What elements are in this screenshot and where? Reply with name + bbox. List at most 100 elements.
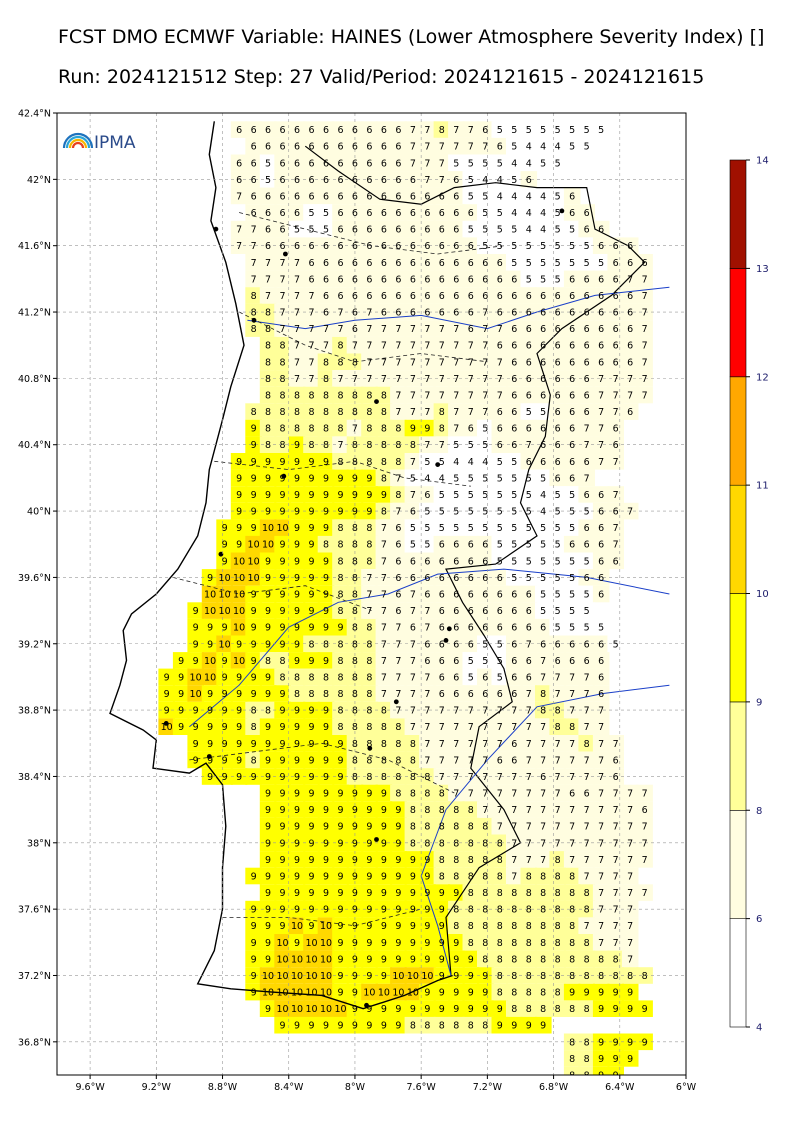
grid-cell xyxy=(317,834,335,852)
grid-cell xyxy=(288,187,306,205)
cell-value: 9 xyxy=(279,805,285,816)
cell-value: 6 xyxy=(337,175,343,186)
grid-cell xyxy=(592,983,610,1001)
colorbar-segment xyxy=(729,918,747,1028)
cell-value: 9 xyxy=(222,706,228,717)
cell-value: 6 xyxy=(381,274,387,285)
cell-value: 6 xyxy=(555,656,561,667)
grid-cell xyxy=(477,718,494,735)
grid-cell xyxy=(462,934,480,951)
grid-cell xyxy=(621,884,639,901)
cell-value: 7 xyxy=(453,772,459,783)
cell-value: 9 xyxy=(410,905,416,916)
grid-cell xyxy=(535,137,552,155)
cell-value: 8 xyxy=(337,689,343,700)
grid-cell xyxy=(578,817,595,835)
cell-value: 9 xyxy=(251,507,257,518)
cell-value: 9 xyxy=(352,888,358,899)
grid-cell xyxy=(274,386,291,404)
cell-value: 6 xyxy=(352,175,358,186)
cell-value: 7 xyxy=(584,855,590,866)
grid-cell xyxy=(477,784,494,802)
grid-cell xyxy=(592,1050,610,1067)
grid-cell xyxy=(592,453,610,470)
grid-cell xyxy=(419,884,436,901)
grid-cell xyxy=(491,220,509,238)
cell-value: 6 xyxy=(511,274,517,285)
grid-cell xyxy=(274,569,291,586)
cell-value: 5 xyxy=(569,573,575,584)
cell-value: 8 xyxy=(294,391,300,402)
cell-value: 9 xyxy=(207,739,213,750)
grid-cell xyxy=(549,718,566,735)
grid-cell xyxy=(317,370,335,387)
grid-cell xyxy=(592,303,610,321)
cell-value: 9 xyxy=(352,473,358,484)
y-tick-label: 38.4°N xyxy=(18,772,51,783)
grid-cell xyxy=(578,668,595,686)
cell-value: 6 xyxy=(453,556,459,567)
cell-value: 7 xyxy=(598,805,604,816)
grid-cell xyxy=(274,602,291,619)
cell-value: 7 xyxy=(584,838,590,849)
grid-cell xyxy=(448,967,465,984)
cell-value: 7 xyxy=(482,772,488,783)
cell-value: 8 xyxy=(569,1054,575,1065)
cell-value: 6 xyxy=(439,241,445,252)
cell-value: 5 xyxy=(584,590,590,601)
cell-value: 8 xyxy=(366,623,372,634)
cell-value: 5 xyxy=(540,274,546,285)
grid-cell xyxy=(332,453,349,470)
cell-value: 7 xyxy=(613,374,619,385)
cell-value: 6 xyxy=(381,258,387,269)
grid-cell xyxy=(433,652,451,669)
cell-value: 6 xyxy=(584,225,590,236)
grid-cell xyxy=(578,585,595,603)
cell-value: 5 xyxy=(540,125,546,136)
cell-value: 9 xyxy=(294,838,300,849)
cell-value: 6 xyxy=(308,241,314,252)
cell-value: 8 xyxy=(352,772,358,783)
grid-cell xyxy=(375,618,393,636)
cell-value: 8 xyxy=(366,689,372,700)
grid-cell xyxy=(361,535,378,553)
cell-value: 8 xyxy=(482,938,488,949)
grid-cell xyxy=(216,701,233,719)
cell-value: 5 xyxy=(424,457,430,468)
grid-cell xyxy=(592,403,610,420)
grid-cell xyxy=(245,585,262,603)
cell-value: 6 xyxy=(323,308,329,319)
cell-value: 7 xyxy=(627,838,633,849)
grid-cell xyxy=(332,934,349,951)
grid-cell xyxy=(535,336,552,354)
cell-value: 8 xyxy=(453,905,459,916)
grid-cell xyxy=(433,1000,451,1017)
grid-cell xyxy=(187,685,204,702)
cell-value: 7 xyxy=(410,142,416,153)
cell-value: 5 xyxy=(555,540,561,551)
grid-cell xyxy=(433,751,451,769)
grid-cell xyxy=(520,801,538,818)
grid-cell xyxy=(491,851,509,868)
colorbar-label: 12 xyxy=(756,372,769,383)
grid-cell xyxy=(332,220,349,238)
cell-value: 7 xyxy=(279,258,285,269)
cell-value: 5 xyxy=(511,556,517,567)
grid-cell xyxy=(390,519,407,536)
grid-cell xyxy=(375,204,393,221)
grid-cell xyxy=(390,453,407,470)
cell-value: 8 xyxy=(395,457,401,468)
grid-cell xyxy=(621,403,639,420)
cell-value: 8 xyxy=(497,954,503,965)
grid-cell xyxy=(419,552,436,570)
cell-value: 7 xyxy=(381,523,387,534)
cell-value: 6 xyxy=(381,191,387,202)
grid-cell xyxy=(274,751,291,769)
grid-cell xyxy=(303,751,320,769)
cell-value: 6 xyxy=(627,308,633,319)
grid-cell xyxy=(390,187,407,205)
cell-value: 5 xyxy=(439,523,445,534)
cell-value: 6 xyxy=(569,291,575,302)
grid-cell xyxy=(201,618,219,636)
colorbar-segment xyxy=(729,593,747,703)
